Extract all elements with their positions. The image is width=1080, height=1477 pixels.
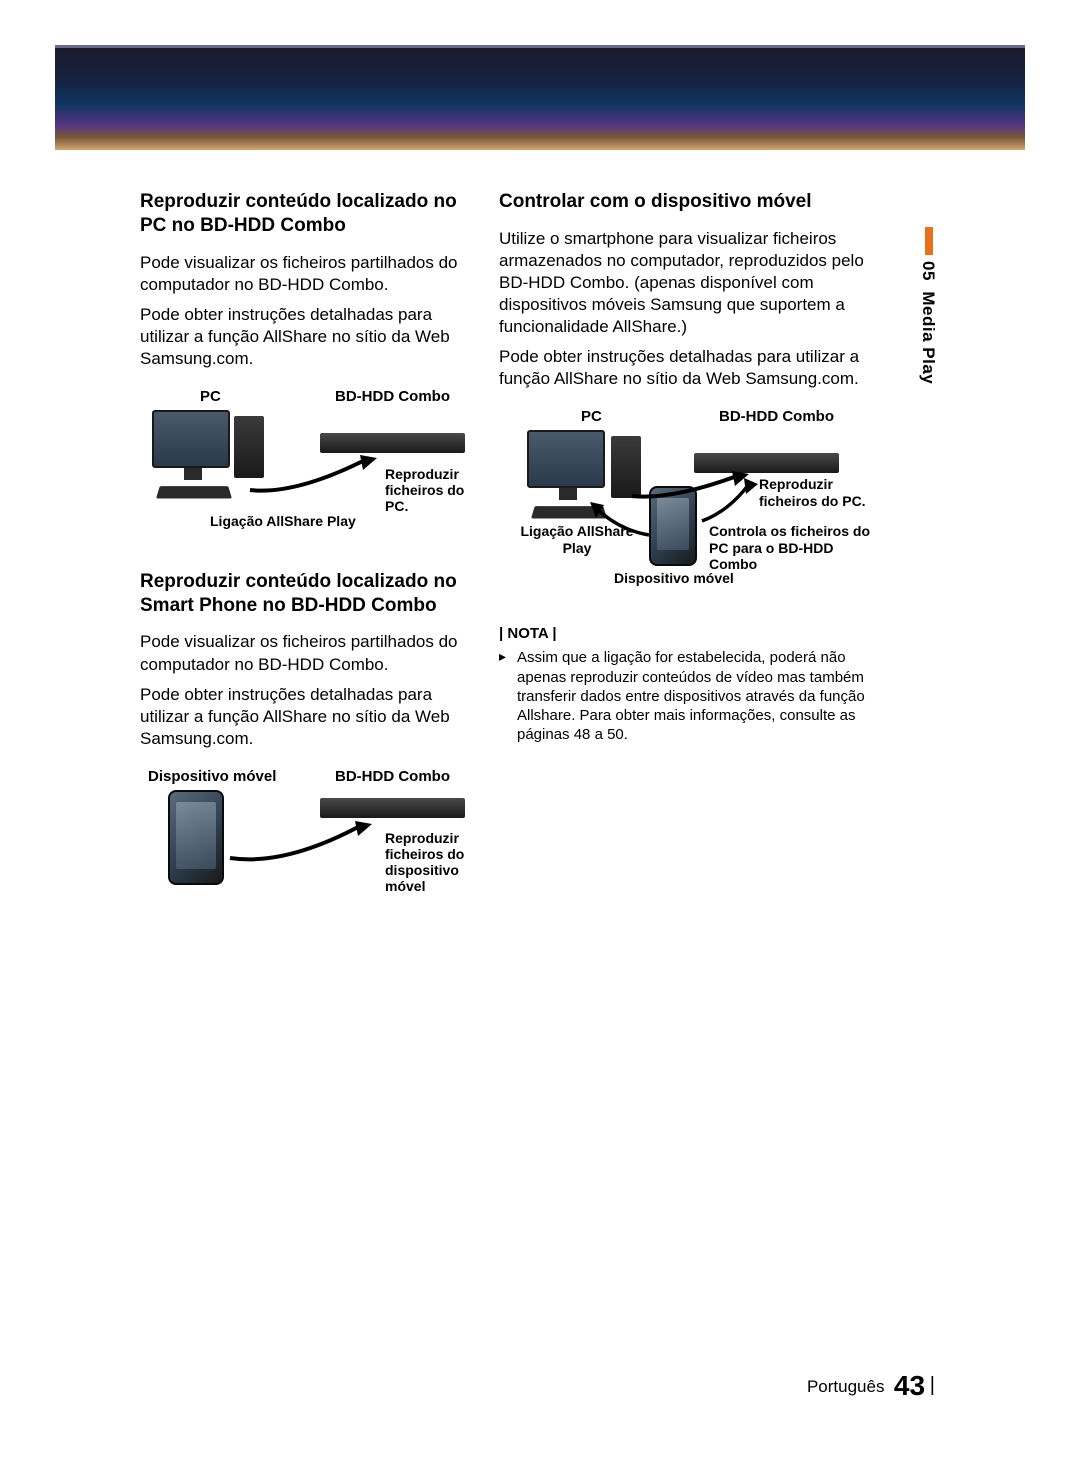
footer-pipe: |: [930, 1374, 935, 1396]
bdhdd-combo-icon-2: [320, 798, 465, 818]
page-footer: Português 43 |: [807, 1370, 935, 1402]
diagram1-arrow-label: Reproduzir ficheiros do PC.: [385, 466, 490, 514]
diagram1-bottom-label: Ligação AllShare Play: [210, 513, 356, 529]
diagram-pc-to-combo: PC BD-HDD Combo Reproduzir ficheiros do …: [140, 388, 475, 548]
diagram1-pc-label: PC: [200, 388, 221, 405]
diagram3-combo-label: BD-HDD Combo: [719, 408, 834, 425]
footer-page-number: 43: [894, 1370, 925, 1401]
section1-p1: Pode visualizar os ficheiros partilhados…: [140, 252, 475, 296]
main-content: Reproduzir conteúdo localizado no PC no …: [140, 190, 940, 970]
diagram2-arrow-label: Reproduzir ficheiros do dispositivo móve…: [385, 830, 485, 894]
mobile-device-icon: [168, 790, 224, 885]
section3-p2: Pode obter instruções detalhadas para ut…: [499, 346, 869, 390]
diagram3-pc-label: PC: [581, 408, 602, 425]
diagram1-combo-label: BD-HDD Combo: [335, 388, 450, 405]
pc-monitor-icon-2: [527, 430, 605, 488]
section2-p2: Pode obter instruções detalhadas para ut…: [140, 684, 475, 750]
diagram2-mobile-label: Dispositivo móvel: [148, 768, 276, 785]
note-header: | NOTA |: [499, 625, 869, 642]
section-title-smartphone-playback: Reproduzir conteúdo localizado no Smart …: [140, 570, 475, 618]
diagram-mobile-control: PC BD-HDD Combo Reproduzir ficheiros do …: [499, 408, 869, 603]
footer-language: Português: [807, 1377, 885, 1396]
diagram3-arrow-top-label: Reproduzir ficheiros do PC.: [759, 476, 869, 508]
section-title-pc-playback: Reproduzir conteúdo localizado no PC no …: [140, 190, 475, 238]
section-title-mobile-control: Controlar com o dispositivo móvel: [499, 190, 869, 214]
diagram-mobile-to-combo: Dispositivo móvel BD-HDD Combo Reproduzi…: [140, 768, 475, 948]
note-item-1: Assim que a ligação for estabelecida, po…: [499, 648, 869, 744]
right-column: Controlar com o dispositivo móvel Utiliz…: [499, 190, 869, 970]
arrow-mobile-to-combo: [225, 816, 380, 871]
diagram2-combo-label: BD-HDD Combo: [335, 768, 450, 785]
header-gradient-image: [55, 45, 1025, 150]
pc-monitor-icon: [152, 410, 230, 468]
diagram3-left-label: Ligação AllShare Play: [517, 523, 637, 555]
section1-p2: Pode obter instruções detalhadas para ut…: [140, 304, 475, 370]
left-column: Reproduzir conteúdo localizado no PC no …: [140, 190, 475, 970]
pc-keyboard-icon: [156, 486, 232, 498]
diagram3-bottom-label: Dispositivo móvel: [614, 570, 734, 586]
diagram3-right-label: Controla os ficheiros do PC para o BD-HD…: [709, 523, 874, 571]
section2-p1: Pode visualizar os ficheiros partilhados…: [140, 631, 475, 675]
section3-p1: Utilize o smartphone para visualizar fic…: [499, 228, 869, 338]
arrow-pc-to-combo: [245, 450, 385, 500]
